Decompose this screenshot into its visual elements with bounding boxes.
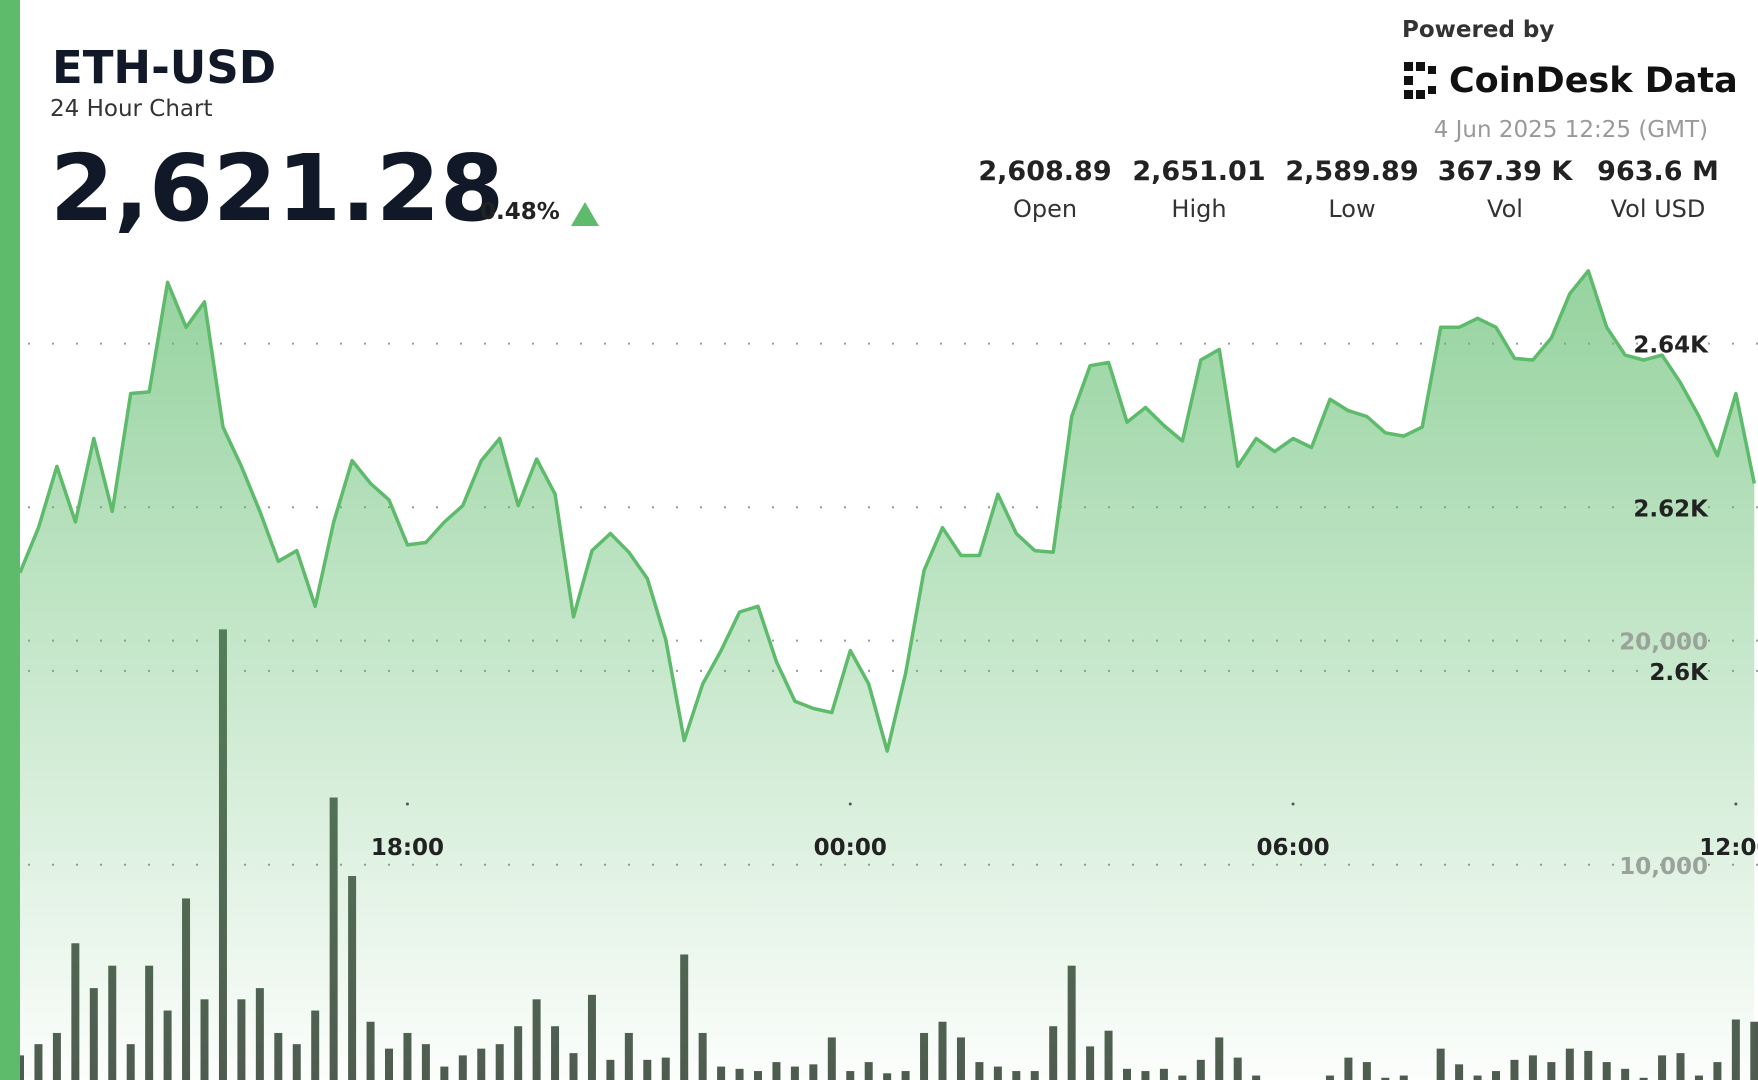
price-change: 0.48% [480, 199, 560, 225]
y-tick-label: 2.64K [1633, 333, 1709, 359]
powered-by: Powered by [1402, 17, 1554, 43]
stat-label: High [1171, 195, 1226, 223]
accent-bar [0, 0, 20, 1080]
y-tick-label: 2.62K [1633, 496, 1709, 522]
timestamp: 4 Jun 2025 12:25 (GMT) [1434, 117, 1708, 143]
plot-area [16, 269, 1758, 1080]
x-tick-label: 06:00 [1256, 835, 1329, 861]
x-tick [405, 802, 409, 806]
y2-tick-label: 20,000 [1619, 630, 1708, 656]
stat-value: 2,651.01 [1132, 156, 1265, 187]
x-tick-label: 12:00 [1699, 835, 1758, 861]
stat-label: Vol USD [1611, 195, 1706, 223]
stat-label: Open [1013, 195, 1077, 223]
y-tick-label: 2.6K [1649, 660, 1709, 686]
stat-label: Low [1328, 195, 1375, 223]
y2-tick-label: 10,000 [1619, 854, 1708, 880]
brand-logo [1404, 62, 1436, 99]
stat-label: Vol [1487, 195, 1523, 223]
price-area [20, 270, 1755, 1080]
current-price: 2,621.28 [50, 135, 504, 242]
up-arrow [571, 202, 599, 226]
x-tick-label: 00:00 [814, 835, 887, 861]
x-tick [848, 802, 852, 806]
x-tick-label: 18:00 [371, 835, 444, 861]
brand-name: CoinDesk Data [1449, 61, 1738, 101]
stat-value: 2,589.89 [1285, 156, 1418, 187]
stats: 2,608.89 Open 2,651.01 High 2,589.89 Low 367.3… [978, 156, 1718, 223]
chart-subtitle: 24 Hour Chart [50, 96, 213, 122]
stat-value: 963.6 M [1597, 156, 1719, 187]
stat-value: 367.39 K [1438, 156, 1574, 187]
x-tick [1734, 802, 1738, 806]
stat-value: 2,608.89 [978, 156, 1111, 187]
x-tick [1291, 802, 1295, 806]
chart-title: ETH-USD [52, 41, 276, 94]
price-line [18, 269, 1757, 753]
